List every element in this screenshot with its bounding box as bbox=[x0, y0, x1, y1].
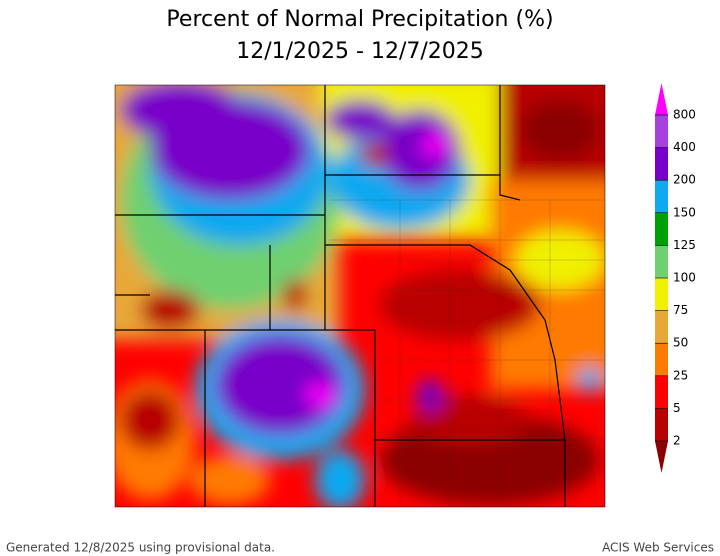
state-borders bbox=[115, 85, 566, 507]
legend-band bbox=[655, 115, 668, 148]
legend-band bbox=[655, 245, 668, 278]
legend-band bbox=[655, 180, 668, 213]
map-frame bbox=[114, 84, 606, 508]
legend-arrow-low bbox=[655, 441, 668, 473]
title-line-1: Percent of Normal Precipitation (%) bbox=[166, 7, 553, 32]
legend-arrow-high bbox=[655, 83, 668, 115]
legend-band bbox=[655, 375, 668, 409]
legend-label: 400 bbox=[673, 140, 696, 154]
legend-label: 2 bbox=[673, 434, 681, 448]
legend-label: 25 bbox=[673, 368, 688, 382]
legend-label: 800 bbox=[673, 108, 696, 122]
footer-right: ACIS Web Services bbox=[602, 541, 714, 555]
legend-band bbox=[655, 147, 668, 181]
legend-band bbox=[655, 343, 668, 376]
legend-label: 5 bbox=[673, 401, 681, 415]
precip-map bbox=[115, 85, 605, 507]
legend-label: 200 bbox=[673, 173, 696, 187]
footer-left: Generated 12/8/2025 using provisional da… bbox=[6, 541, 275, 555]
legend-band bbox=[655, 310, 668, 344]
legend-label: 125 bbox=[673, 238, 696, 252]
legend-band bbox=[655, 278, 668, 311]
legend-label: 100 bbox=[673, 271, 696, 285]
title-line-2: 12/1/2025 - 12/7/2025 bbox=[236, 39, 484, 64]
legend-label: 50 bbox=[673, 336, 688, 350]
legend-band bbox=[655, 212, 668, 246]
legend-band bbox=[655, 408, 668, 441]
legend-label: 150 bbox=[673, 205, 696, 219]
legend-label: 75 bbox=[673, 303, 688, 317]
